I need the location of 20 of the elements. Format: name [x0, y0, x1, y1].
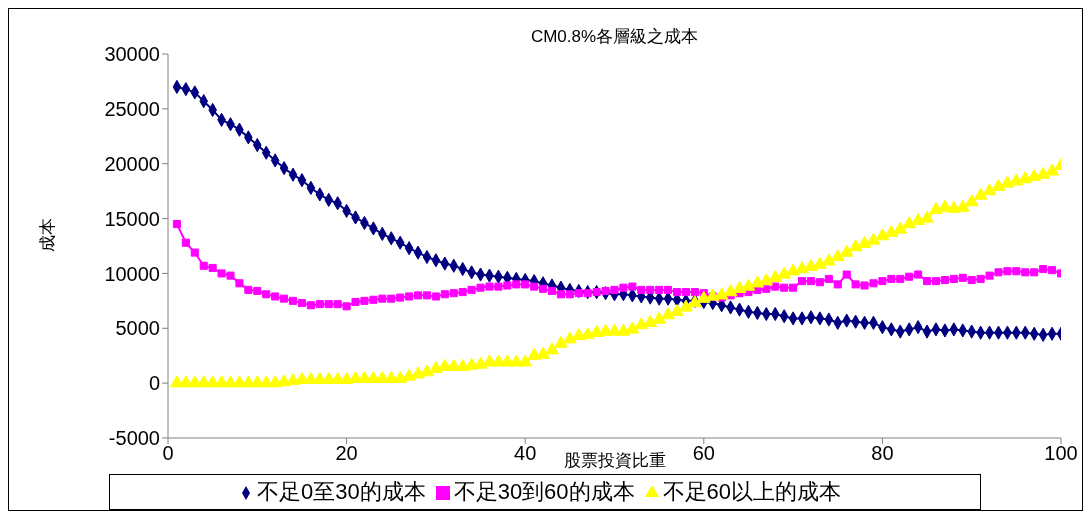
y-tick-label: 30000	[104, 43, 160, 66]
legend-label: 不足30到60的成本	[453, 479, 635, 504]
y-axis-title: 成本	[36, 216, 58, 254]
y-tick-label: -5000	[108, 427, 160, 450]
y-tick-label: 15000	[104, 207, 160, 230]
x-tick-label: 100	[1044, 442, 1078, 465]
legend-label: 不足0至30的成本	[256, 479, 426, 504]
legend-label: 不足60以上的成本	[662, 479, 842, 504]
y-tick-label: 0	[148, 372, 160, 395]
chart-title: CM0.8%各層級之成本	[529, 26, 700, 48]
x-tick-label: 40	[514, 442, 537, 465]
x-axis-title: 股票投資比重	[563, 451, 666, 470]
y-tick-label: 10000	[104, 262, 160, 285]
y-tick-label: 5000	[115, 317, 160, 340]
x-tick-label: 0	[162, 442, 174, 465]
y-tick-label: 20000	[104, 152, 160, 175]
x-tick-label: 20	[335, 442, 358, 465]
y-tick-label: 25000	[104, 97, 160, 120]
x-tick-label: 60	[692, 442, 715, 465]
x-tick-label: 80	[871, 442, 894, 465]
